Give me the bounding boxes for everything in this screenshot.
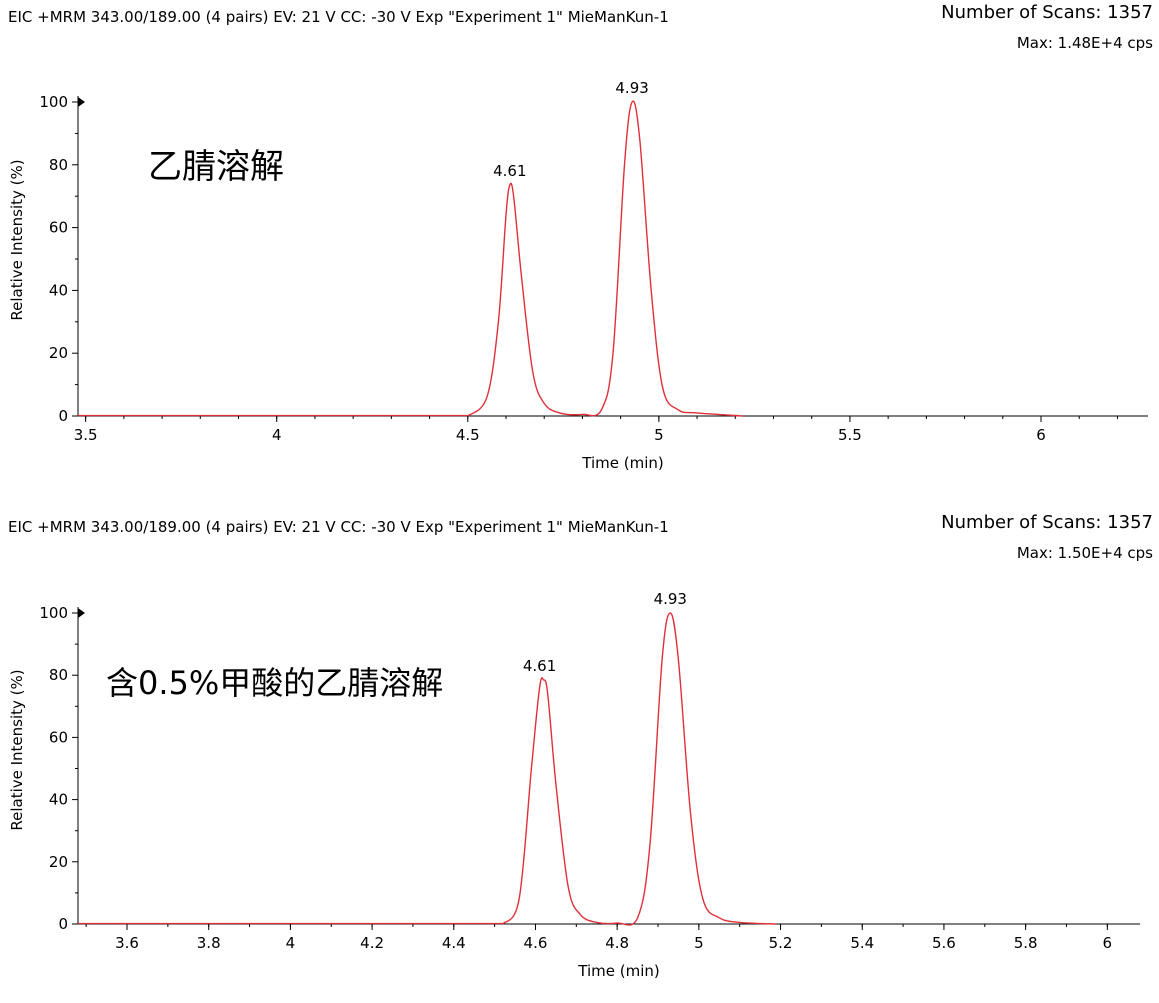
x-tick-label: 6: [1036, 426, 1046, 444]
x-tick-label: 5.4: [850, 934, 874, 952]
y-tick-label: 0: [58, 407, 68, 425]
chart-header-text: EIC +MRM 343.00/189.00 (4 pairs) EV: 21 …: [8, 518, 669, 536]
x-tick-label: 6: [1103, 934, 1113, 952]
x-axis-label: Time (min): [577, 962, 659, 980]
y-axis-label: Relative Intensity (%): [8, 669, 26, 830]
x-tick-label: 4.2: [360, 934, 384, 952]
x-tick-label: 4.6: [524, 934, 548, 952]
y-tick-label: 0: [58, 915, 68, 933]
x-tick-label: 4.8: [605, 934, 629, 952]
y-tick-label: 100: [39, 93, 68, 111]
chart-header-text: EIC +MRM 343.00/189.00 (4 pairs) EV: 21 …: [8, 8, 669, 26]
peak-label: 4.93: [654, 590, 687, 608]
x-axis-label: Time (min): [581, 454, 663, 472]
x-tick-label: 5.6: [932, 934, 956, 952]
x-tick-label: 5.2: [769, 934, 793, 952]
y-tick-label: 80: [49, 666, 68, 684]
chromatogram-line: [467, 100, 743, 417]
chart-panel-bottom: EIC +MRM 343.00/189.00 (4 pairs) EV: 21 …: [0, 510, 1159, 1003]
x-tick-label: 3.5: [74, 426, 98, 444]
chromatogram-line: [502, 612, 777, 926]
y-axis-label: Relative Intensity (%): [8, 159, 26, 320]
y-tick-label: 20: [49, 853, 68, 871]
sample-annotation: 乙腈溶解: [148, 147, 284, 187]
y-tick-label: 20: [49, 344, 68, 362]
x-tick-label: 4.4: [442, 934, 466, 952]
y-axis-marker: [78, 97, 85, 107]
x-tick-label: 3.6: [115, 934, 139, 952]
x-tick-label: 4: [272, 426, 282, 444]
y-tick-label: 60: [49, 728, 68, 746]
x-tick-label: 5: [694, 934, 704, 952]
x-tick-label: 5.8: [1014, 934, 1038, 952]
x-tick-label: 4: [286, 934, 296, 952]
x-tick-label: 4.5: [456, 426, 480, 444]
max-intensity-text: Max: 1.50E+4 cps: [1016, 544, 1153, 562]
chromatogram-plot-bottom: 0 20 40 60 80 100 3.6 3.8 4 4.2 4.4 4.6 4.8 5 5.2 5.4 5.…: [8, 590, 1140, 980]
y-tick-label: 40: [49, 281, 68, 299]
x-tick-label: 5: [654, 426, 664, 444]
y-axis-marker: [78, 608, 85, 618]
peak-label: 4.61: [523, 657, 556, 675]
y-tick-label: 80: [49, 156, 68, 174]
chromatogram-plot-top: 0 20 40 60 80 100 3.5 4 4.5 5 5.5 6 Time (min) Relati…: [8, 79, 1148, 472]
y-tick-label: 60: [49, 219, 68, 237]
y-tick-label: 40: [49, 791, 68, 809]
number-of-scans-text: Number of Scans: 1357: [941, 2, 1153, 23]
peak-label: 4.93: [615, 79, 648, 97]
max-intensity-text: Max: 1.48E+4 cps: [1016, 34, 1153, 52]
x-tick-label: 5.5: [838, 426, 862, 444]
y-tick-label: 100: [39, 604, 68, 622]
peak-label: 4.61: [493, 162, 526, 180]
x-tick-label: 3.8: [197, 934, 221, 952]
number-of-scans-text: Number of Scans: 1357: [941, 512, 1153, 533]
chart-panel-top: EIC +MRM 343.00/189.00 (4 pairs) EV: 21 …: [0, 0, 1159, 493]
sample-annotation: 含0.5%甲酸的乙腈溶解: [106, 664, 443, 702]
